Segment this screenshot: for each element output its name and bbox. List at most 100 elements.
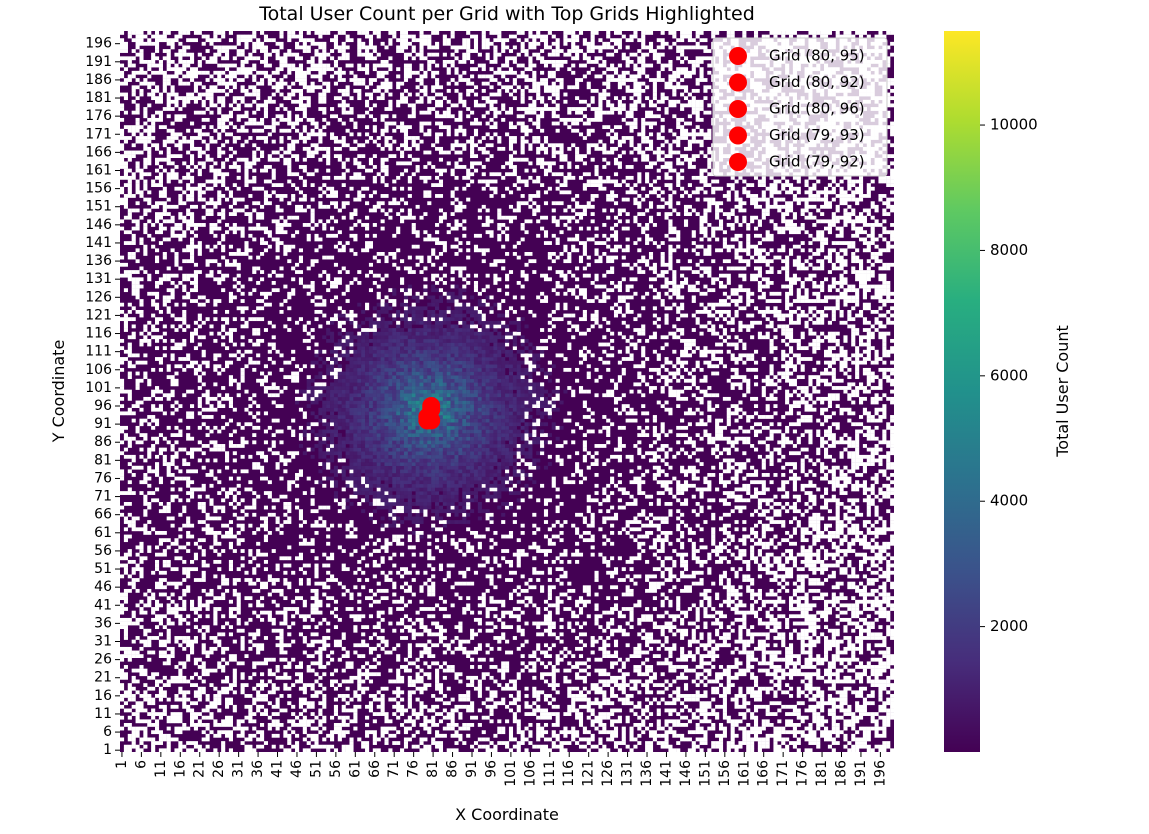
heatmap-cell-missing (182, 284, 187, 289)
heatmap-cell-missing (372, 154, 377, 159)
heatmap-cell-missing (127, 230, 132, 235)
heatmap-cell-missing (306, 237, 311, 242)
heatmap-cell-missing (127, 396, 132, 401)
heatmap-cell-missing (306, 581, 311, 586)
heatmap-cell-missing (337, 469, 342, 474)
heatmap-cell (341, 400, 346, 405)
heatmap-cell-missing (228, 45, 233, 50)
heatmap-cell-missing (291, 67, 296, 72)
heatmap-cell (333, 422, 339, 427)
heatmap-cell-missing (139, 41, 144, 46)
heatmap-cell-missing (158, 396, 163, 401)
heatmap-cell (330, 404, 335, 409)
heatmap-cell-missing (291, 454, 296, 459)
heatmap-cell-missing (291, 291, 296, 296)
heatmap-cell-missing (162, 411, 167, 416)
heatmap-cell-missing (256, 404, 261, 409)
heatmap-cell-missing (197, 161, 202, 166)
heatmap-cell-missing (213, 639, 218, 644)
heatmap-cell-missing (341, 715, 346, 720)
heatmap-cell-missing (248, 704, 253, 709)
heatmap-cell-missing (244, 744, 249, 749)
heatmap-cell-missing (131, 567, 136, 572)
heatmap-cell (357, 407, 362, 412)
heatmap-cell-missing (263, 107, 268, 111)
heatmap-cell (365, 364, 370, 369)
heatmap-cell-missing (174, 175, 179, 180)
heatmap-cell-missing (143, 694, 148, 698)
heatmap-cell (372, 371, 377, 376)
heatmap-cell-missing (190, 273, 195, 278)
heatmap-cell-missing (178, 81, 183, 86)
heatmap-cell-missing (252, 491, 257, 495)
heatmap-cell (365, 393, 370, 398)
heatmap-cell-missing (147, 599, 152, 604)
heatmap-cell-missing (158, 694, 163, 698)
heatmap-cell-missing (298, 675, 304, 680)
heatmap-cell-missing (193, 367, 198, 372)
heatmap-cell-missing (135, 516, 140, 521)
heatmap-cell-missing (190, 454, 195, 459)
heatmap-cell-missing (287, 248, 292, 253)
heatmap-cell-missing (213, 440, 218, 445)
heatmap-cell-missing (147, 737, 152, 742)
heatmap-cell-missing (131, 491, 136, 495)
heatmap-cell-missing (186, 389, 191, 394)
heatmap-cell-missing (197, 665, 202, 669)
heatmap-cell-missing (330, 672, 335, 677)
heatmap-cell (376, 309, 381, 314)
heatmap-cell-missing (201, 41, 206, 46)
heatmap-cell-missing (221, 161, 226, 166)
heatmap-cell-missing (139, 338, 144, 343)
heatmap-cell (333, 425, 339, 430)
heatmap-cell-missing (306, 683, 311, 687)
heatmap-cell-missing (295, 41, 300, 46)
heatmap-cell-missing (213, 85, 218, 90)
heatmap-cell-missing (310, 509, 315, 514)
heatmap-cell-missing (275, 603, 280, 608)
heatmap-cell-missing (361, 686, 366, 691)
heatmap-cell-missing (337, 88, 342, 93)
heatmap-cell-missing (314, 309, 319, 314)
heatmap-cell-missing (333, 712, 339, 716)
heatmap-cell-missing (158, 38, 163, 43)
heatmap-cell-missing (287, 505, 292, 510)
heatmap-cell-missing (209, 715, 214, 720)
heatmap-cell-missing (349, 483, 354, 488)
heatmap-cell-missing (162, 552, 167, 557)
heatmap-cell-missing (143, 172, 148, 177)
heatmap-cell-missing (291, 215, 296, 220)
heatmap-cell-missing (178, 201, 183, 206)
heatmap-cell-missing (271, 382, 276, 387)
heatmap-cell-missing (131, 581, 136, 586)
heatmap-cell-missing (151, 41, 156, 46)
heatmap-cell-missing (162, 277, 167, 282)
heatmap-cell-missing (349, 530, 354, 535)
heatmap-cell-missing (291, 712, 296, 716)
heatmap-cell-missing (221, 125, 226, 130)
heatmap-cell-missing (205, 458, 210, 463)
heatmap-cell-missing (295, 498, 300, 503)
heatmap-cell-missing (186, 70, 191, 75)
heatmap-cell-missing (193, 186, 198, 191)
heatmap-cell (310, 386, 315, 390)
heatmap-cell-missing (190, 139, 195, 144)
heatmap-cell-missing (361, 480, 366, 485)
heatmap-cell-missing (287, 661, 292, 666)
heatmap-cell (310, 411, 315, 416)
heatmap-cell-missing (217, 690, 222, 695)
heatmap-cell-missing (279, 223, 284, 227)
heatmap-cell (318, 451, 323, 456)
heatmap-cell-missing (232, 657, 237, 662)
heatmap-cell-missing (353, 157, 358, 162)
heatmap-cell-missing (244, 726, 249, 731)
heatmap-cell-missing (205, 473, 210, 477)
heatmap-cell-missing (205, 364, 210, 369)
heatmap-cell-missing (205, 244, 210, 249)
heatmap-cell (353, 480, 358, 485)
heatmap-cell (365, 349, 370, 354)
heatmap-cell (345, 415, 350, 419)
heatmap-cell-missing (190, 56, 195, 61)
heatmap-cell-missing (236, 578, 241, 582)
